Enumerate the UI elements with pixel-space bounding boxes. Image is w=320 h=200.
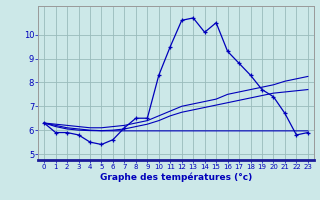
X-axis label: Graphe des températures (°c): Graphe des températures (°c) <box>100 173 252 182</box>
